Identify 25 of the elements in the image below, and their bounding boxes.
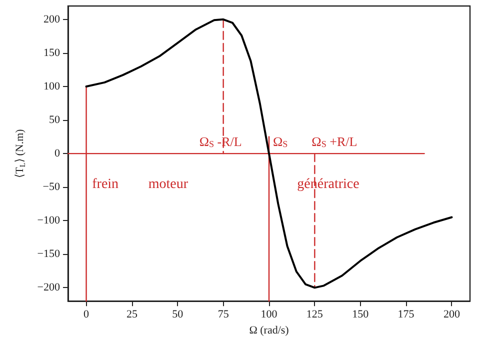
annotation: ΩS — [273, 134, 288, 150]
y-tick-label: 50 — [49, 114, 60, 126]
line-series — [85, 18, 453, 289]
annotation: moteur — [148, 177, 188, 192]
annotation: ΩS +R/L — [312, 134, 358, 150]
x-tick-label: 50 — [172, 308, 184, 321]
annotation: frein — [92, 177, 119, 192]
annotation: génératrice — [297, 177, 360, 192]
x-tick-label: 75 — [218, 308, 230, 321]
y-tick-label: 150 — [44, 46, 60, 59]
y-tick-label: −200 — [37, 282, 60, 294]
x-tick-label: 25 — [126, 308, 138, 321]
x-tick-label: 100 — [260, 308, 278, 321]
y-tick-label: −50 — [42, 181, 60, 194]
y-tick-label: 0 — [54, 148, 60, 160]
x-tick-label: 175 — [398, 308, 415, 321]
y-tick-label: 200 — [44, 13, 60, 26]
y-tick-label: −100 — [37, 214, 60, 227]
y-tick-label: 100 — [44, 80, 60, 92]
x-tick-label: 0 — [84, 308, 90, 321]
x-tick-label: 200 — [443, 308, 460, 321]
x-tick-label: 125 — [306, 308, 324, 321]
y-tick-label: −150 — [37, 248, 60, 260]
x-axis-title: Ω (rad/s) — [249, 324, 290, 336]
x-tick-label: 150 — [352, 308, 370, 321]
